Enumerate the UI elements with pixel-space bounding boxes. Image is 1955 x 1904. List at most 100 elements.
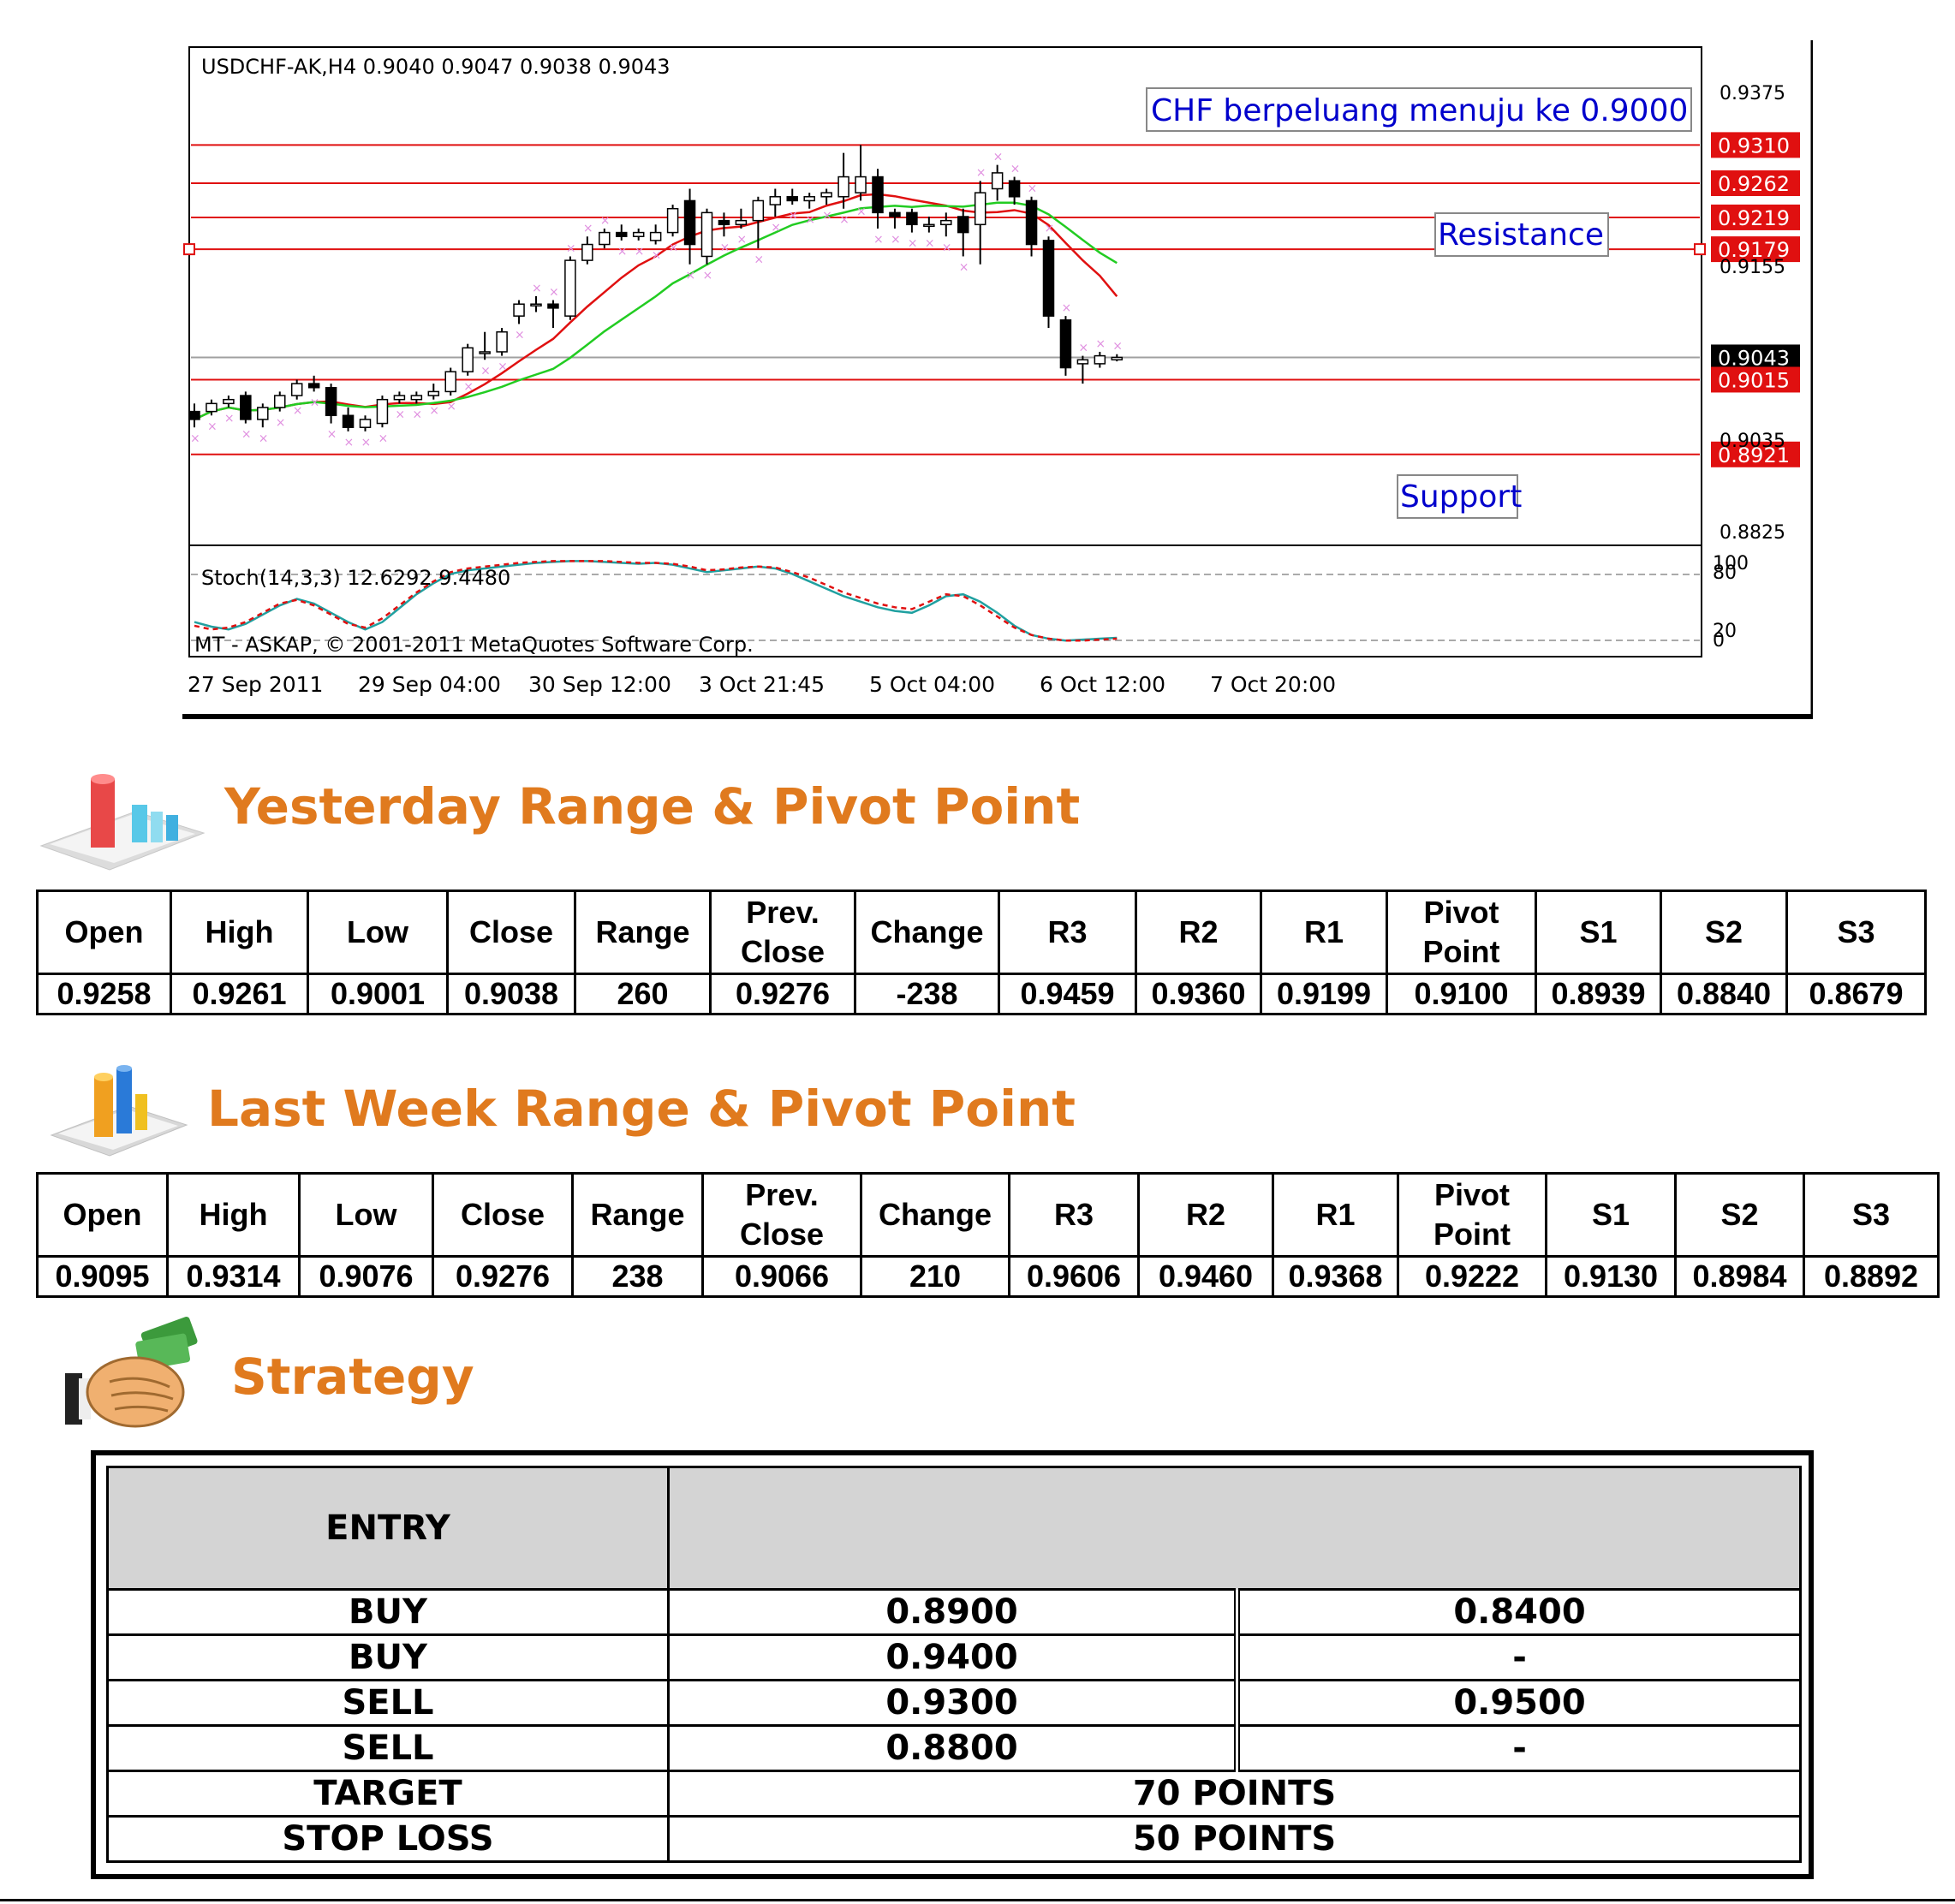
strategy-table: ENTRY BUY 0.8900 0.8400 BUY 0.9400 - SEL… <box>106 1466 1802 1863</box>
price-tag <box>1711 204 1800 230</box>
time-label: 30 Sep 12:00 <box>528 672 671 697</box>
candle-body <box>1025 199 1038 246</box>
psar-dot: × <box>190 431 200 445</box>
money-hand-icon <box>65 1316 198 1428</box>
col-low: Low <box>298 1172 434 1258</box>
value-s3: 0.8679 <box>1785 973 1927 1015</box>
candle-body <box>223 398 235 405</box>
value-close: 0.9038 <box>446 973 576 1015</box>
candle-body <box>1008 180 1021 198</box>
candle-body <box>1042 240 1055 317</box>
bottom-rule <box>0 1899 1955 1901</box>
candle-body <box>359 419 372 428</box>
psar-dot: × <box>327 428 337 442</box>
strategy-row: BUY 0.9400 - <box>106 1633 1802 1681</box>
strategy-entry-value: 0.8900 <box>667 1588 1238 1636</box>
psar-dot: × <box>344 436 355 449</box>
psar-dot: × <box>293 404 303 418</box>
time-axis: 27 Sep 2011 29 Sep 04:00 30 Sep 12:00 3 Oct… <box>188 672 1336 697</box>
strategy-entry-value: 0.8800 <box>667 1724 1238 1772</box>
psar-dot: × <box>259 431 269 445</box>
stoploss-label: STOP LOSS <box>106 1815 670 1863</box>
psar-dot: × <box>1078 341 1088 354</box>
col-range: Range <box>571 1172 704 1258</box>
col-r1: R1 <box>1272 1172 1399 1258</box>
price-tag-label: 0.9043 <box>1718 346 1790 370</box>
psar-dot: × <box>600 214 611 228</box>
price-tag-label: 0.9262 <box>1718 172 1790 196</box>
value-high: 0.9261 <box>170 973 309 1015</box>
stoch-tick-2: 20 <box>1713 621 1737 642</box>
price-tag-label: 0.9310 <box>1718 134 1790 158</box>
psar-dot: × <box>207 419 218 433</box>
psar-dot: × <box>480 364 491 378</box>
psar-dot: × <box>395 408 405 421</box>
col-open: Open <box>36 890 172 975</box>
yesterday-header-row: Open High Low Close Range Prev. Close Ch… <box>36 890 1927 975</box>
price-tag <box>1711 366 1800 393</box>
value-pivot-point: 0.9222 <box>1397 1255 1547 1298</box>
candle-body <box>803 196 815 202</box>
chart-header: USDCHF-AK,H4 0.9040 0.9047 0.9038 0.9043 <box>201 55 671 79</box>
psar-dot: × <box>1061 301 1071 315</box>
psar-dot: × <box>617 245 628 259</box>
psar-dot: × <box>1028 182 1038 196</box>
psar-dot: × <box>942 241 952 254</box>
psar-dot: × <box>754 253 764 266</box>
candle-body <box>206 402 218 413</box>
col-r2: R2 <box>1135 890 1262 975</box>
time-label: 5 Oct 04:00 <box>869 672 995 697</box>
psar-dot: × <box>839 213 849 227</box>
psar-dot: × <box>310 396 320 410</box>
price-tick-0: 0.9375 <box>1720 83 1785 104</box>
candle-body <box>530 303 542 306</box>
psar-dot: × <box>736 233 747 247</box>
yesterday-value-row: 0.9258 0.9261 0.9001 0.9038 260 0.9276 -… <box>36 973 1927 1015</box>
col-s1: S1 <box>1535 890 1662 975</box>
lastweek-value-row: 0.9095 0.9314 0.9076 0.9276 238 0.9066 2… <box>36 1255 1940 1298</box>
bar-chart-icon <box>39 774 206 871</box>
target-value: 70 POINTS <box>667 1770 1802 1818</box>
psar-dot: × <box>241 428 252 442</box>
candle-body <box>496 330 508 353</box>
col-pivot-point: Pivot Point <box>1397 1172 1547 1258</box>
psar-dot: × <box>873 233 884 247</box>
value-open: 0.9095 <box>36 1255 169 1298</box>
price-tag <box>1711 236 1800 263</box>
candle-body <box>410 395 423 401</box>
candle-body <box>837 176 849 198</box>
candle-body <box>974 192 986 226</box>
value-close: 0.9276 <box>432 1255 574 1298</box>
value-s2: 0.8984 <box>1674 1255 1805 1298</box>
candle-body <box>820 192 832 198</box>
candle-body <box>547 303 559 309</box>
candle-body <box>957 216 969 234</box>
strategy-action: SELL <box>106 1724 670 1772</box>
psar-dot: × <box>583 222 593 235</box>
annotation-main-box <box>1146 87 1692 132</box>
col-prev-close: Prev. Close <box>709 890 856 975</box>
col-r3: R3 <box>998 890 1137 975</box>
time-label: 7 Oct 20:00 <box>1210 672 1336 697</box>
col-close: Close <box>432 1172 574 1258</box>
psar-dot: × <box>361 436 372 449</box>
candle-body <box>444 371 456 393</box>
col-s1: S1 <box>1545 1172 1677 1258</box>
psar-dot: × <box>446 400 456 414</box>
value-prev-close: 0.9066 <box>701 1255 862 1298</box>
psar-dot: × <box>959 261 969 275</box>
level-handle-left <box>183 243 195 256</box>
psar-dot: × <box>1010 162 1021 176</box>
candle-body <box>599 231 611 246</box>
value-high: 0.9314 <box>166 1255 301 1298</box>
price-tick-1: 0.9155 <box>1720 257 1785 278</box>
value-pivot-point: 0.9100 <box>1386 973 1537 1015</box>
psar-dot: × <box>805 213 815 227</box>
annotation-support-box <box>1397 474 1518 519</box>
candle-body <box>906 211 918 226</box>
strategy-header-row: ENTRY <box>106 1466 1802 1591</box>
psar-dot: × <box>856 205 867 219</box>
strategy-second-value: 0.9500 <box>1234 1679 1802 1727</box>
yesterday-pivot-table: Open High Low Close Range Prev. Close Ch… <box>36 890 1927 1015</box>
